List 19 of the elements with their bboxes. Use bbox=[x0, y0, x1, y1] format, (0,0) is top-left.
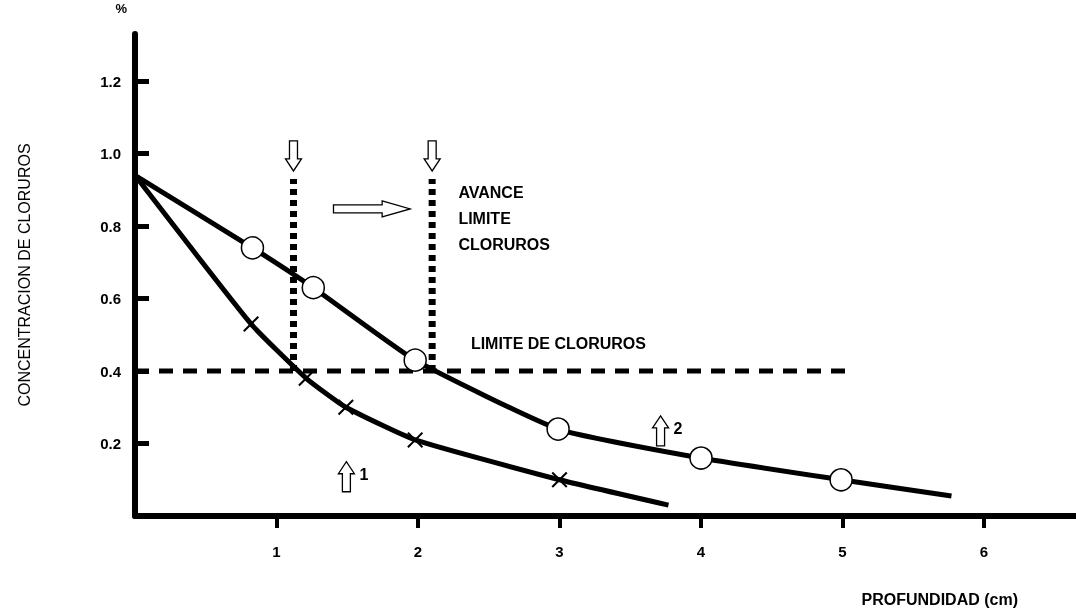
x-tick-label: 6 bbox=[979, 543, 989, 560]
annotation: 2 bbox=[673, 420, 683, 438]
y-tick-label: 1.2 bbox=[100, 72, 121, 90]
y-tick-label: 0.8 bbox=[100, 217, 121, 235]
text: % bbox=[115, 0, 128, 16]
x-tick-label: 1 bbox=[272, 543, 281, 560]
annotation: 1 bbox=[359, 466, 369, 484]
x-tick-label: 3 bbox=[555, 543, 564, 560]
series-label: LIMITE DE CLORUROS bbox=[470, 334, 647, 352]
x-tick-label: 4 bbox=[696, 543, 706, 560]
y-tick-label: 0.2 bbox=[100, 435, 121, 453]
y-tick-label: 0.4 bbox=[100, 362, 122, 380]
y-tick-label: 1.0 bbox=[100, 145, 121, 163]
y-axis-title: CONCENTRACION DE CLORUROS bbox=[15, 143, 33, 407]
x-tick-label: 2 bbox=[413, 543, 423, 560]
y-tick-label: 0.6 bbox=[100, 290, 121, 308]
x-axis-title: PROFUNDIDAD (cm) bbox=[861, 590, 1019, 608]
annotation: AVANCE LIMITE CLORUROS bbox=[458, 183, 551, 253]
x-tick-label: 5 bbox=[838, 543, 847, 560]
